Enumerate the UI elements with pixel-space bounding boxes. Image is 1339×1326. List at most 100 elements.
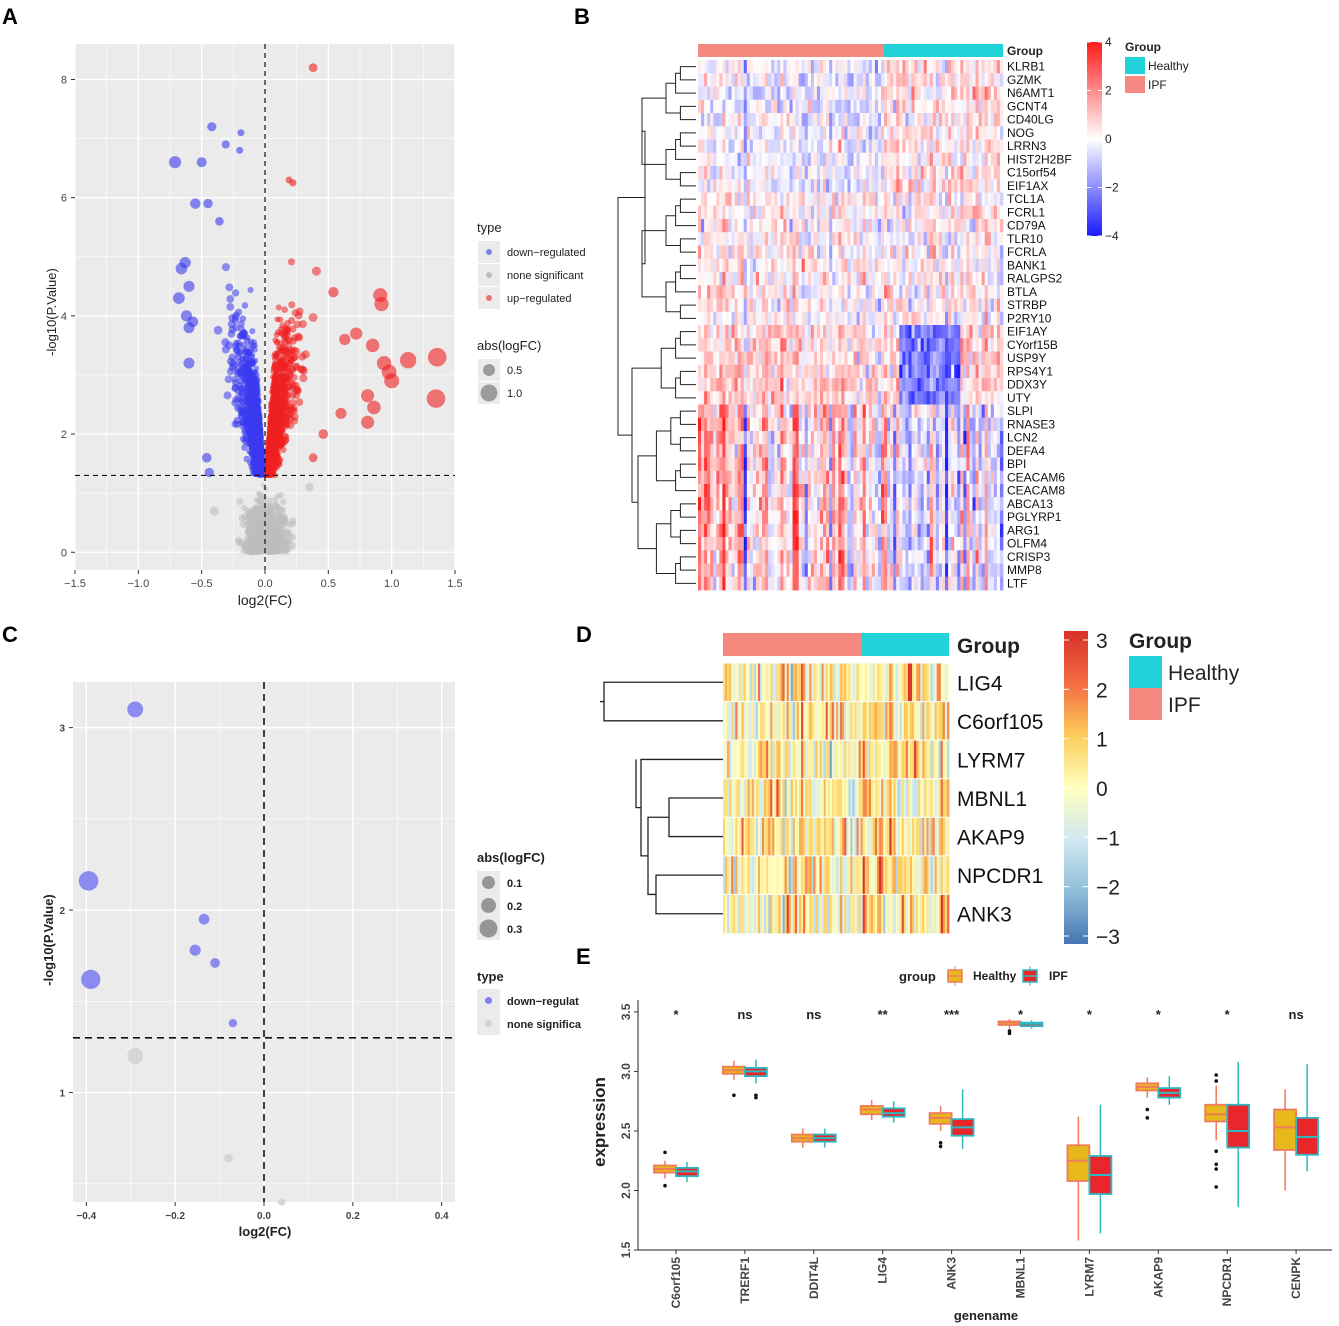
heatmap-cell [801,152,806,167]
heatmap-cell [871,126,876,140]
heatmap-cell [862,139,867,154]
heatmap-cell [954,73,958,87]
heatmap-cell [820,73,824,87]
heatmap-cell [777,152,781,167]
heatmap-cell [905,179,909,193]
heatmap-cell [999,126,1004,140]
heatmap-cell [801,99,806,114]
heatmap-cell [893,166,897,180]
heatmap-cell [765,73,769,87]
heatmap-cell [771,152,775,167]
heatmap-cell [948,60,952,74]
heatmap-cell [719,60,723,74]
heatmap-cell [716,86,720,101]
heatmap-cell [829,152,833,167]
heatmap-cell [893,60,897,74]
heatmap-cell [759,86,763,101]
heatmap-cell [929,152,934,167]
heatmap-cell [847,73,851,87]
point-none [256,516,263,522]
heatmap-cell [774,192,778,207]
heatmap-cell [762,99,766,114]
point-up [427,347,447,367]
heatmap-cell [844,113,848,127]
heatmap-cell [734,152,739,167]
heatmap-cell [881,126,885,140]
heatmap-cell [804,86,809,101]
heatmap-cell [792,139,796,154]
heatmap-cell [978,73,983,87]
heatmap-cell [859,113,864,127]
heatmap-cell [765,113,769,127]
heatmap-cell [783,86,787,101]
heatmap-cell [957,179,961,193]
point-up [271,365,278,372]
heatmap-cell [847,166,851,180]
heatmap-cell [759,166,763,180]
heatmap-cell [932,60,937,74]
heatmap-cell [771,73,775,87]
heatmap-cell [777,126,781,140]
heatmap-cell [850,166,854,180]
heatmap-cell [743,99,748,114]
heatmap-cell [722,113,726,127]
heatmap-cell [905,126,909,140]
heatmap-cell [926,99,931,114]
heatmap-cell [841,73,845,87]
heatmap-cell [807,192,812,207]
heatmap-cell [789,60,793,74]
heatmap-cell [923,126,928,140]
heatmap-cell [801,113,806,127]
y-tick-a: 8 [61,74,67,86]
heatmap-cell [902,86,906,101]
heatmap-cell [966,73,970,87]
heatmap-cell [728,152,732,167]
heatmap-cell [707,192,711,207]
heatmap-cell [832,60,836,74]
heatmap-cell [948,73,952,87]
heatmap-cell [938,126,943,140]
heatmap-cell [963,152,967,167]
heatmap-cell [938,60,943,74]
heatmap-cell [804,166,809,180]
heatmap-cell [768,152,772,167]
heatmap-cell [920,73,925,87]
heatmap-cell [838,113,842,127]
heatmap-cell [786,179,790,193]
heatmap-cell [969,86,973,101]
heatmap-cell [954,179,958,193]
heatmap-cell [816,166,821,180]
heatmap-cell [868,99,873,114]
heatmap-cell [710,179,714,193]
heatmap-cell [999,73,1004,87]
heatmap-cell [740,60,745,74]
heatmap-cell [816,113,821,127]
heatmap-cell [795,139,800,154]
heatmap-cell [975,152,979,167]
point-down [243,386,250,393]
heatmap-cell [783,73,787,87]
heatmap-cell [938,166,943,180]
points-a [169,63,447,556]
heatmap-cell [862,126,867,140]
point-up [308,313,318,322]
heatmap-cell [716,152,720,167]
point-down [175,262,188,275]
heatmap-cell [798,179,803,193]
heatmap-cell [905,86,909,101]
heatmap-cell [960,139,964,154]
heatmap-cell [899,113,903,127]
heatmap-cell [725,139,729,154]
heatmap-cell [826,192,830,207]
point-down [251,384,258,391]
heatmap-cell [850,60,854,74]
point-up [285,383,293,391]
point-none [236,498,244,506]
heatmap-cell [981,86,986,101]
heatmap-cell [746,99,751,114]
legend-dot-none-a [486,272,492,278]
heatmap-cell [749,126,754,140]
heatmap-cell [832,152,836,167]
heatmap-cell [960,152,964,167]
heatmap-cell [865,179,870,193]
